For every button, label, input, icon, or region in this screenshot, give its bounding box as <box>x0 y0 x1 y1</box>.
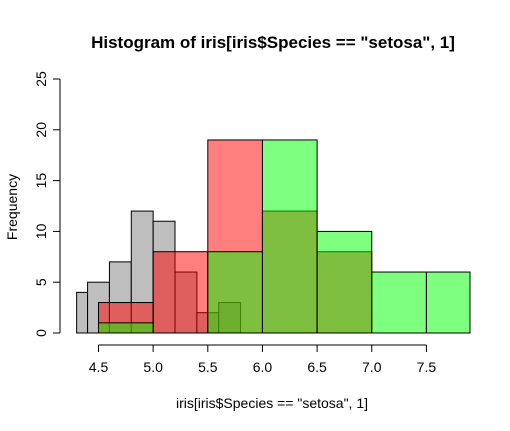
chart-title: Histogram of iris[iris$Species == "setos… <box>91 33 455 52</box>
y-tick-label: 25 <box>33 71 49 87</box>
y-tick-label: 0 <box>33 329 49 337</box>
histogram-bar-s2-6 <box>425 271 471 334</box>
x-tick-label: 5.5 <box>198 359 218 375</box>
histogram-bar-s0-0 <box>76 291 89 334</box>
y-tick-label: 15 <box>33 173 49 189</box>
y-tick-label: 5 <box>33 278 49 286</box>
x-tick-label: 6.0 <box>253 359 273 375</box>
x-tick-label: 4.5 <box>89 359 109 375</box>
x-axis: 4.5 5.0 5.5 6.0 6.5 7.0 7.5 <box>89 344 437 375</box>
x-tick-label: 6.5 <box>307 359 327 375</box>
histogram-bar-s2-2 <box>207 251 263 334</box>
x-tick-label: 7.0 <box>362 359 382 375</box>
x-tick-label: 7.5 <box>417 359 437 375</box>
histogram-bar-s1-1 <box>152 251 209 334</box>
y-tick-label: 20 <box>33 122 49 138</box>
histogram-bar-s2-0 <box>98 322 154 334</box>
y-axis-label: Frequency <box>4 174 20 240</box>
x-tick-label: 5.0 <box>143 359 163 375</box>
y-tick-label: 10 <box>33 223 49 239</box>
bars-layer <box>76 139 471 334</box>
histogram-bar-s2-3 <box>261 139 318 334</box>
histogram-bar-s2-4 <box>316 230 373 334</box>
x-axis-label: iris[iris$Species == "setosa", 1] <box>176 395 368 411</box>
histogram-bar-s2-5 <box>371 271 427 334</box>
y-axis: 0 5 10 15 20 25 <box>33 71 61 337</box>
